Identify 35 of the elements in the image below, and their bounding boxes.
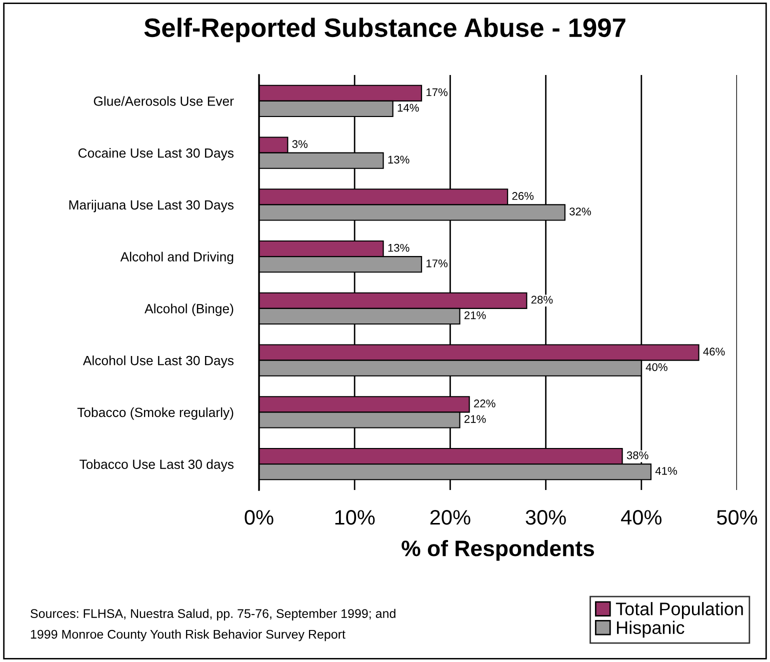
- data-label: 21%: [464, 415, 486, 423]
- x-tick-label: 50%: [716, 510, 758, 525]
- data-label: 17%: [426, 88, 448, 96]
- y-tick-label: Alcohol (Binge): [144, 304, 234, 316]
- data-label: 3%: [292, 140, 308, 148]
- legend-label: Total Population: [616, 602, 743, 619]
- data-label: 41%: [655, 467, 677, 475]
- x-axis-title: % of Respondents: [402, 540, 594, 561]
- data-label: 40%: [646, 363, 668, 372]
- data-label: 38%: [626, 451, 648, 460]
- data-label: 26%: [512, 192, 534, 200]
- data-label: 32%: [570, 208, 591, 216]
- x-tick-label: 30%: [526, 510, 566, 525]
- y-tick-label: Alcohol and Driving: [120, 252, 234, 264]
- legend-label: Hispanic: [617, 620, 684, 638]
- source-note: Sources: FLHSA, Nuestra Salud, pp. 75-76, September 1999; and 1999 Monroe County Youth Risk Behavior Survey Report: [30, 608, 396, 642]
- data-label: 22%: [474, 400, 496, 408]
- y-tick-label: Tobacco (Smoke regularly): [77, 407, 234, 420]
- x-tick-label: 20%: [430, 510, 470, 525]
- y-tick-label: Tobacco Use Last 30 days: [80, 459, 234, 472]
- data-label: 13%: [388, 156, 410, 164]
- x-tick-label: 40%: [621, 510, 662, 525]
- data-label: 21%: [464, 311, 486, 320]
- y-tick-label: Glue/Aerosols Use Ever: [94, 96, 234, 106]
- y-tick-label: Alcohol Use Last 30 Days: [82, 356, 234, 368]
- data-label: 14%: [398, 104, 419, 112]
- y-tick-label: Marijuana Use Last 30 Days: [69, 200, 234, 212]
- x-tick-label: 0%: [244, 510, 274, 525]
- data-label: 13%: [388, 244, 410, 252]
- data-label: 46%: [703, 348, 725, 356]
- chart-title: Self-Reported Substance Abuse - 1997: [144, 18, 626, 42]
- y-tick-label: Cocaine Use Last 30 Days: [78, 148, 234, 160]
- x-tick-label: 10%: [335, 510, 375, 525]
- data-label: 17%: [426, 260, 448, 268]
- data-label: 28%: [531, 296, 553, 304]
